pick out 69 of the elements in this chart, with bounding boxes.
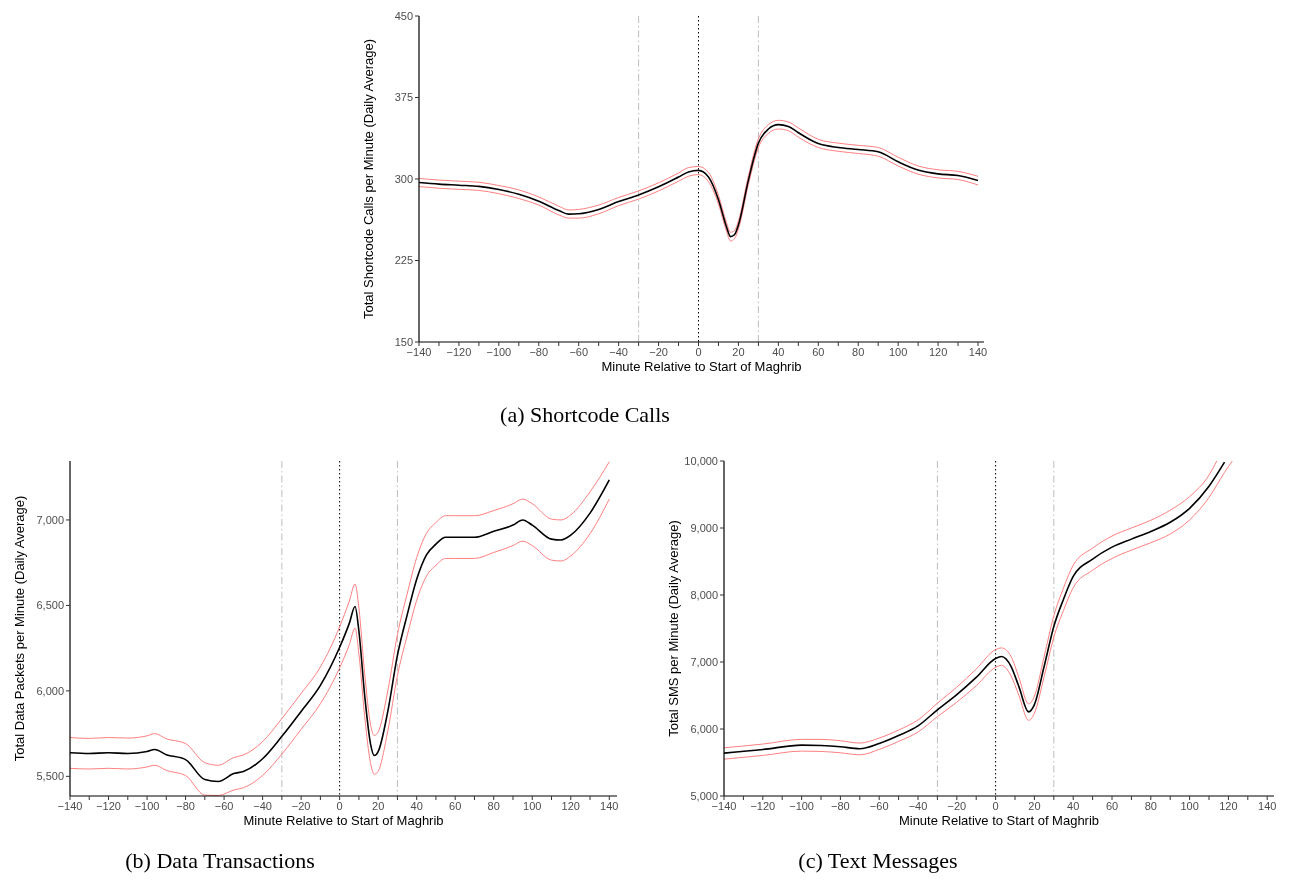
x-tick-label: −80 <box>529 346 549 358</box>
x-tick-label: −40 <box>253 800 272 812</box>
x-tick-label: 20 <box>732 346 745 358</box>
y-tick-label: 10,000 <box>684 454 718 467</box>
text: (b) Data Transactions <box>125 848 315 873</box>
x-tick-label: 60 <box>1105 800 1119 812</box>
x-tick-label: −120 <box>96 800 121 812</box>
x-tick-label: 120 <box>1219 800 1238 812</box>
x-tick-label: 40 <box>772 346 785 358</box>
x-tick-label: −120 <box>446 346 472 358</box>
x-tick-label: 80 <box>852 346 865 358</box>
x-tick-label: 100 <box>888 346 908 358</box>
x-axis-title: Minute Relative to Start of Maghrib <box>243 813 444 828</box>
x-tick-label: 120 <box>928 346 948 358</box>
y-axis-title: Total Data Packets per Minute (Daily Average) <box>12 495 27 762</box>
y-tick-label: 7,000 <box>36 513 64 526</box>
x-tick-label: 100 <box>1180 800 1199 812</box>
x-tick-label: 100 <box>523 800 542 812</box>
x-tick-label: 40 <box>410 800 423 812</box>
x-tick-label: 140 <box>968 346 988 358</box>
x-tick-label: 0 <box>336 800 343 812</box>
x-tick-label: −100 <box>486 346 512 358</box>
x-tick-label: −120 <box>750 800 776 812</box>
x-axis-title: Minute Relative to Start of Maghrib <box>898 813 1100 828</box>
y-tick-label: 6,500 <box>36 599 64 612</box>
x-tick-label: 20 <box>1028 800 1041 812</box>
x-tick-label: 80 <box>487 800 500 812</box>
x-tick-label: 140 <box>1258 800 1277 812</box>
x-tick-label: −80 <box>831 800 850 812</box>
x-tick-label: −140 <box>57 800 83 812</box>
x-tick-label: −140 <box>406 346 432 358</box>
x-tick-label: −60 <box>869 800 889 812</box>
x-tick-label: −60 <box>214 800 234 812</box>
x-tick-label: 20 <box>372 800 385 812</box>
x-tick-label: 0 <box>695 346 702 358</box>
x-tick-label: −140 <box>711 800 737 812</box>
y-tick-label: 225 <box>394 254 413 267</box>
y-tick-label: 375 <box>394 91 413 104</box>
x-tick-label: −20 <box>947 800 967 812</box>
x-tick-label: −60 <box>569 346 589 358</box>
x-tick-label: 80 <box>1144 800 1157 812</box>
x-tick-label: 60 <box>449 800 462 812</box>
x-tick-label: −80 <box>176 800 195 812</box>
y-tick-label: 5,000 <box>690 789 718 802</box>
y-tick-label: 5,500 <box>36 770 64 783</box>
x-axis-title: Minute Relative to Start of Maghrib <box>601 359 802 374</box>
text: (a) Shortcode Calls <box>500 402 670 427</box>
y-tick-label: 300 <box>394 172 413 185</box>
y-tick-label: 9,000 <box>690 521 718 534</box>
text: (c) Text Messages <box>798 848 958 873</box>
x-tick-label: 0 <box>992 800 999 812</box>
x-tick-label: −100 <box>134 800 160 812</box>
y-tick-label: 7,000 <box>690 655 718 668</box>
x-tick-label: −20 <box>291 800 311 812</box>
x-tick-label: 140 <box>600 800 619 812</box>
y-tick-label: 6,000 <box>690 722 718 735</box>
y-tick-label: 150 <box>394 335 413 348</box>
y-tick-label: 6,000 <box>36 684 64 697</box>
y-tick-label: 450 <box>394 9 413 22</box>
x-tick-label: 60 <box>812 346 825 358</box>
x-tick-label: −20 <box>649 346 668 358</box>
y-axis-title: Total Shortcode Calls per Minute (Daily Average) <box>361 38 376 320</box>
x-tick-label: 40 <box>1067 800 1080 812</box>
x-tick-label: −100 <box>789 800 814 812</box>
y-axis-title: Total SMS per Minute (Daily Average) <box>666 520 681 737</box>
y-tick-label: 8,000 <box>690 588 718 601</box>
x-tick-label: −40 <box>609 346 628 358</box>
x-tick-label: 120 <box>561 800 580 812</box>
x-tick-label: −40 <box>908 800 928 812</box>
